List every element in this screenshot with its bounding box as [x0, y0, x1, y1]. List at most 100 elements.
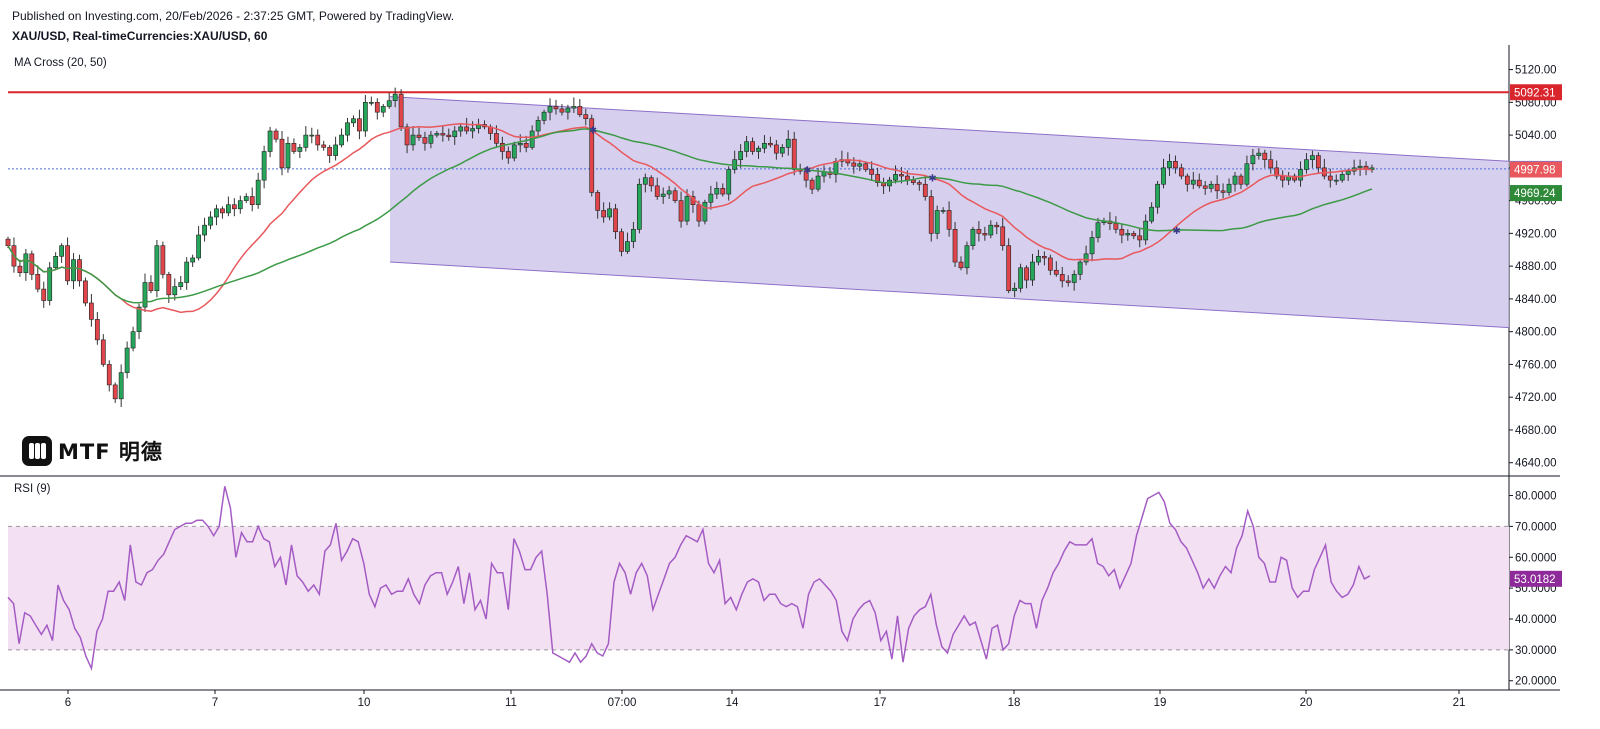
candle-body — [1232, 175, 1238, 185]
candle-body — [928, 196, 934, 234]
candle-body — [1071, 274, 1077, 283]
candle-body — [380, 106, 386, 113]
candle-body — [214, 208, 219, 218]
candle-body — [768, 142, 773, 146]
price-tick-label: 4760.00 — [1515, 359, 1557, 371]
candle-body — [118, 372, 124, 400]
candle-body — [511, 144, 517, 159]
candle-body — [136, 306, 142, 332]
brand-logo: MTF 明德 — [22, 436, 163, 466]
candle-body — [1244, 163, 1250, 185]
candle-body — [589, 118, 595, 193]
candle-body — [583, 114, 589, 120]
candle-body — [309, 134, 315, 137]
candle-body — [916, 182, 922, 185]
price-panel[interactable]: ✱ ✱ ✱ ✱ MA Cross (20, 50) — [5, 57, 1510, 408]
candle-body — [1327, 175, 1333, 181]
candle-body — [446, 134, 452, 138]
candle-body — [1173, 161, 1178, 169]
candle-body — [1167, 161, 1172, 169]
candle-body — [339, 134, 344, 146]
symbol-info: XAU/USD, Real-timeCurrencies:XAU/USD, 60 — [12, 29, 268, 43]
candle-body — [547, 106, 553, 113]
time-tick-label: 14 — [726, 697, 739, 709]
channel-lower-line — [389, 261, 1510, 329]
candle-body — [976, 228, 982, 234]
candle-body — [893, 174, 898, 181]
rsi-axis[interactable]: 80.000070.000060.000050.000040.000030.00… — [1509, 491, 1562, 688]
candle-body — [77, 259, 82, 282]
candle-body — [1179, 167, 1184, 177]
candle-body — [1036, 256, 1041, 263]
candle-body — [1250, 155, 1256, 165]
candle-body — [1024, 267, 1029, 281]
candle-body — [261, 151, 267, 181]
candle-body — [631, 228, 636, 242]
candle-body — [499, 142, 505, 152]
candle-body — [1113, 223, 1119, 230]
candle-body — [815, 175, 821, 190]
candle-body — [362, 102, 368, 132]
candle-body — [672, 190, 678, 201]
candle-body — [642, 177, 648, 185]
candle-body — [1220, 190, 1226, 193]
candle-body — [494, 133, 499, 144]
rsi-tick-label: 40.0000 — [1515, 614, 1557, 626]
price-axis[interactable]: 5120.005080.005040.005000.004960.004920.… — [1509, 65, 1557, 470]
candle-body — [154, 245, 160, 292]
candle-body — [613, 208, 618, 233]
candle-body — [315, 134, 321, 146]
candle-body — [654, 185, 660, 197]
price-tick-label: 4680.00 — [1515, 425, 1557, 437]
candle-body — [220, 208, 225, 214]
candle-body — [196, 234, 201, 259]
candle-body — [470, 128, 475, 132]
candle-body — [1000, 226, 1006, 246]
candle-body — [595, 192, 601, 211]
rsi-line — [7, 486, 1371, 672]
candle-body — [1262, 152, 1268, 160]
price-tick-label: 4840.00 — [1515, 294, 1557, 306]
price-tick-label: 5040.00 — [1515, 130, 1557, 142]
candle-body — [553, 106, 559, 110]
candle-body — [285, 142, 291, 169]
candle-body — [53, 256, 59, 269]
candle-body — [249, 196, 255, 206]
candle-body — [601, 210, 607, 218]
candle-body — [1268, 159, 1274, 169]
ma-cross-marker: ✱ — [589, 126, 597, 137]
candle-body — [422, 137, 428, 144]
candle-body — [1053, 269, 1059, 275]
ma-fast-line — [7, 123, 1373, 314]
candle-body — [351, 118, 356, 124]
time-axis[interactable]: 6 7 10 11 07:00 14 17 18 19 20 21 — [65, 690, 1466, 709]
candle-body — [756, 147, 761, 152]
candle-body — [875, 174, 881, 183]
candle-body — [952, 228, 958, 263]
candle-body — [410, 134, 416, 146]
candle-body — [869, 169, 875, 175]
price-tag — [1510, 161, 1562, 178]
time-tick-label: 6 — [65, 697, 71, 709]
candle-body — [190, 257, 196, 263]
candle-body — [291, 142, 297, 152]
candle-body — [1018, 267, 1023, 289]
candle-body — [1214, 183, 1220, 192]
candle-body — [708, 193, 714, 203]
candle-body — [714, 188, 720, 195]
candle-body — [83, 280, 88, 304]
candle-body — [1274, 167, 1280, 177]
candle-body — [94, 319, 100, 341]
candle-body — [684, 196, 690, 222]
candle-body — [178, 282, 184, 287]
candle-body — [112, 384, 118, 400]
candle-body — [1155, 183, 1160, 208]
candle-body — [1083, 253, 1089, 263]
rsi-panel[interactable]: RSI (9) — [7, 483, 1509, 672]
candle-body — [243, 196, 249, 201]
candle-body — [523, 142, 529, 148]
candle-body — [333, 144, 338, 156]
candle-body — [994, 224, 1000, 228]
candle-body — [160, 245, 166, 275]
